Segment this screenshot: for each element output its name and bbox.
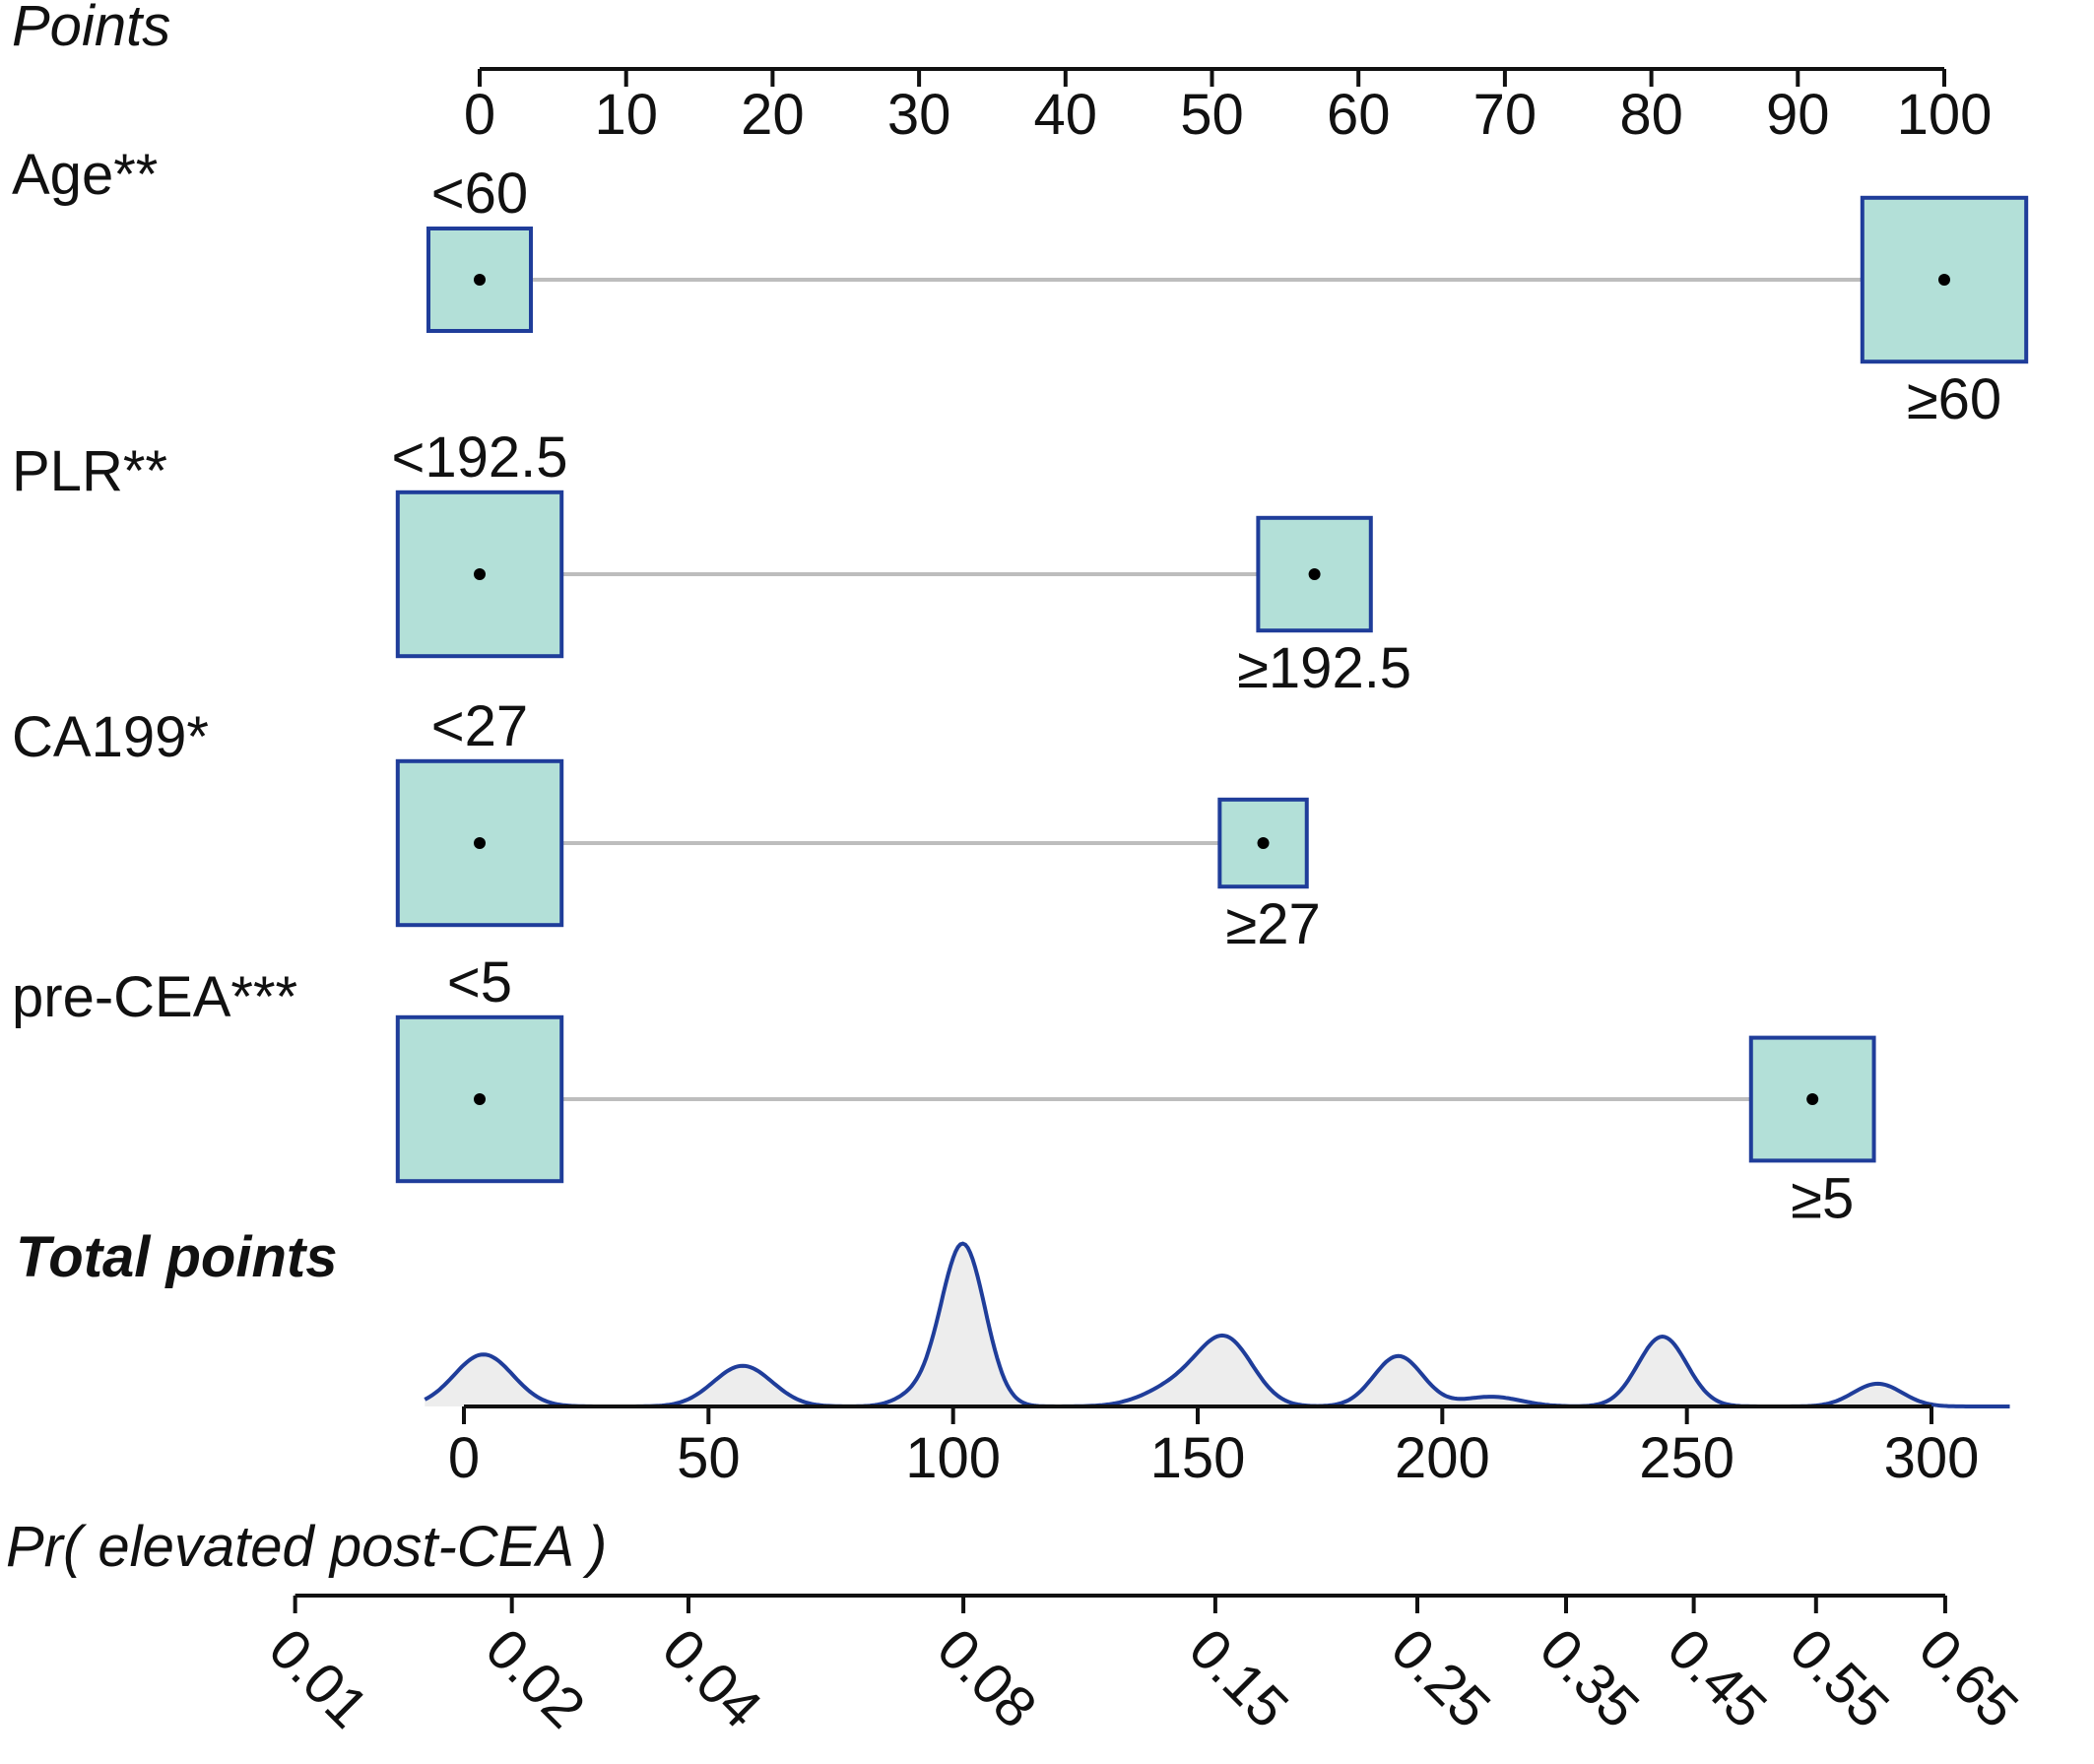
level-point — [1938, 274, 1950, 286]
level-label: <5 — [447, 950, 512, 1014]
level-point — [1806, 1093, 1819, 1105]
total-points-density — [424, 1241, 2010, 1408]
probability-tick-label: 0.35 — [1528, 1616, 1652, 1740]
points-tick-label: 10 — [594, 83, 658, 147]
points-axis-title: Points — [12, 0, 170, 58]
level-label: <192.5 — [391, 425, 567, 490]
total-tick-label: 150 — [1150, 1426, 1246, 1490]
points-tick-label: 70 — [1473, 83, 1538, 147]
variable-label-age: Age** — [12, 143, 158, 207]
level-label: ≥27 — [1225, 892, 1320, 956]
level-label: <60 — [431, 162, 528, 226]
level-label: ≥5 — [1791, 1166, 1854, 1230]
points-tick-label: 0 — [464, 83, 495, 147]
points-tick-label: 60 — [1327, 83, 1391, 147]
variable-age-marks: <60 ≥60 — [426, 162, 2029, 431]
level-point — [474, 837, 486, 849]
total-points-title: Total points — [16, 1225, 337, 1289]
density-area — [425, 1243, 2010, 1406]
probability: Pr( elevated post-CEA ) 0.01 0.02 0.04 0.08… — [6, 1515, 2031, 1740]
variable-ca199: CA199* <27 ≥27 — [12, 694, 1321, 956]
variable-label-ca199: CA199* — [12, 705, 209, 769]
probability-tick-label: 0.65 — [1907, 1616, 2031, 1740]
level-point — [474, 1093, 486, 1105]
total-points-axis-ticks: 0 50 100 150 200 250 300 — [448, 1405, 1980, 1490]
probability-axis-ticks: 0.01 0.02 0.04 0.08 0.15 0.25 0.35 0.450.55 0.65 — [256, 1594, 2031, 1740]
points-axis: Points 0 10 20 30 40 50 60 70 80 90 100 — [12, 0, 1992, 147]
points-tick-label: 30 — [887, 83, 951, 147]
points-tick-label: 100 — [1897, 83, 1993, 147]
total-tick-label: 50 — [677, 1426, 741, 1490]
level-label: ≥60 — [1907, 367, 2001, 431]
total-tick-label: 100 — [905, 1426, 1001, 1490]
level-label: ≥192.5 — [1237, 636, 1411, 700]
probability-tick-label: 0.15 — [1177, 1616, 1301, 1740]
variable-plr-marks: <192.5 ≥192.5 — [391, 425, 1411, 700]
probability-tick-label: 0.08 — [925, 1616, 1049, 1740]
points-tick-label: 80 — [1619, 83, 1683, 147]
total-tick-label: 250 — [1639, 1426, 1734, 1490]
probability-tick-label: 0.04 — [650, 1616, 774, 1740]
total-tick-label: 0 — [448, 1426, 480, 1490]
level-point — [1308, 568, 1321, 580]
probability-axis-title: Pr( elevated post-CEA ) — [6, 1515, 607, 1579]
probability-tick-label: 0.02 — [473, 1616, 597, 1740]
points-tick-label: 40 — [1034, 83, 1098, 147]
variable-label-plr: PLR** — [12, 439, 167, 503]
variable-ca199-marks: <27 ≥27 — [395, 694, 1321, 956]
probability-tick-label: 0.01 — [256, 1616, 380, 1740]
level-point — [474, 274, 486, 286]
probability-tick-label: 0.45 — [1655, 1616, 1779, 1740]
variable-pre-cea: pre-CEA*** <5 ≥5 — [12, 950, 1876, 1230]
probability-tick-label: 0.55 — [1778, 1616, 1902, 1740]
total-tick-label: 200 — [1395, 1426, 1490, 1490]
points-axis-ticks: 0 10 20 30 40 50 60 70 80 90 100 — [464, 67, 1993, 147]
points-tick-label: 20 — [741, 83, 805, 147]
variable-label-pre-cea: pre-CEA*** — [12, 965, 297, 1029]
total-points: Total points 0 50 100 150 200 250 300 — [16, 1225, 2010, 1490]
level-point — [474, 568, 486, 580]
variable-age: Age** <60 ≥60 — [12, 143, 2029, 431]
total-tick-label: 300 — [1884, 1426, 1980, 1490]
variable-plr: PLR** <192.5 ≥192.5 — [12, 425, 1411, 700]
points-tick-label: 50 — [1180, 83, 1244, 147]
points-tick-label: 90 — [1766, 83, 1830, 147]
variable-pre-cea-marks: <5 ≥5 — [395, 950, 1876, 1230]
level-label: <27 — [431, 694, 528, 758]
level-point — [1257, 837, 1270, 849]
probability-tick-label: 0.25 — [1379, 1616, 1503, 1740]
